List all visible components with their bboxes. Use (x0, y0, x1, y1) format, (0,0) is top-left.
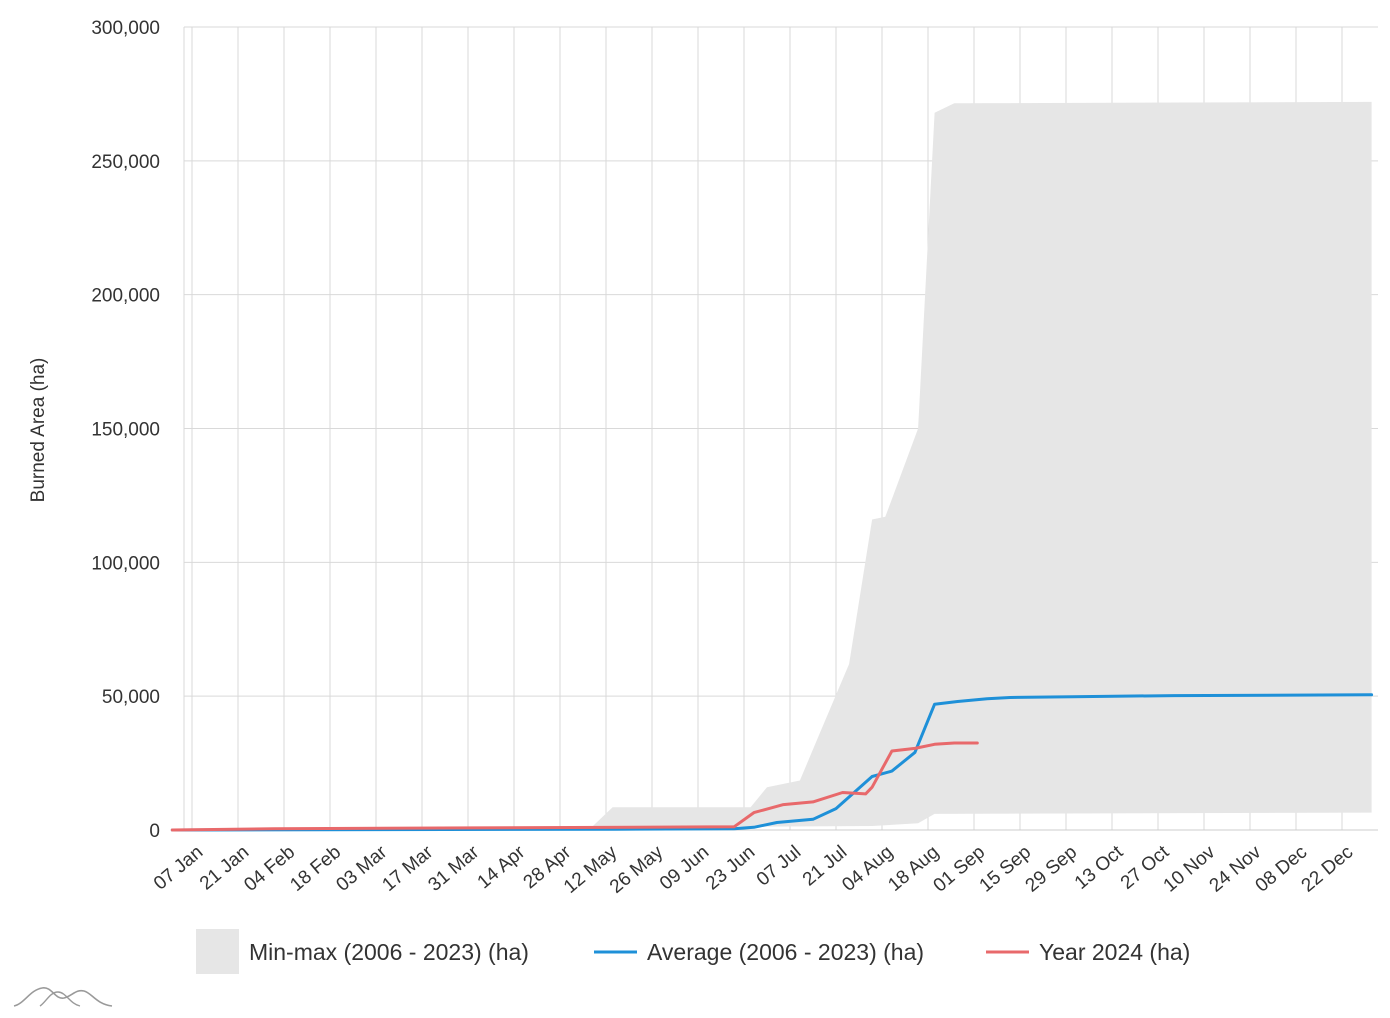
x-tick-label: 23 Jun (702, 842, 759, 895)
y-tick-label: 150,000 (91, 420, 160, 441)
x-tick-label: 04 Aug (838, 842, 897, 896)
y-tick-label: 0 (149, 821, 160, 842)
legend-item[interactable]: Average (2006 - 2023) (ha) (594, 939, 924, 965)
y-tick-label: 100,000 (91, 553, 160, 574)
x-tick-label: 14 Apr (474, 841, 530, 893)
year-2024-line (170, 741, 979, 832)
legend-item[interactable]: Year 2024 (ha) (986, 939, 1190, 965)
x-tick-label: 17 Mar (378, 841, 437, 896)
x-tick-label: 03 Mar (332, 841, 391, 896)
x-tick-label: 18 Feb (286, 842, 345, 896)
legend: Min-max (2006 - 2023) (ha) Average (2006 … (196, 929, 1190, 974)
x-tick-label: 04 Feb (240, 842, 299, 896)
legend-label: Min-max (2006 - 2023) (ha) (249, 939, 529, 965)
legend-item[interactable]: Min-max (2006 - 2023) (ha) (196, 929, 529, 974)
x-tick-label: 10 Nov (1160, 841, 1220, 896)
x-tick-label: 29 Sep (1022, 842, 1082, 897)
x-tick-label: 22 Dec (1298, 842, 1358, 897)
y-axis-title: Burned Area (ha) (28, 358, 49, 503)
min-max-band (172, 101, 1372, 830)
chart-logo-icon (13, 987, 113, 1007)
legend-swatch-band (196, 929, 239, 974)
min-max-band-layer (172, 101, 1372, 830)
x-tick-label: 21 Jan (196, 842, 253, 895)
x-tick-label: 15 Sep (976, 842, 1036, 897)
y-tick-label: 300,000 (91, 18, 160, 39)
average-line (170, 693, 1374, 832)
x-tick-label: 07 Jul (753, 842, 805, 891)
x-tick-label: 31 Mar (424, 841, 483, 896)
x-tick-label: 26 May (606, 841, 668, 897)
y-tick-label: 250,000 (91, 152, 160, 173)
x-tick-label: 07 Jan (150, 842, 207, 895)
x-tick-label: 18 Aug (884, 842, 943, 896)
series-lines-layer (170, 693, 1374, 832)
y-tick-label: 200,000 (91, 286, 160, 307)
x-tick-label: 09 Jun (656, 842, 713, 895)
x-tick-label: 01 Sep (930, 842, 990, 897)
y-axis: 0 50,000 100,000 150,000 200,000 250,000 300,0… (91, 18, 160, 842)
x-tick-label: 24 Nov (1206, 841, 1266, 896)
legend-label: Average (2006 - 2023) (ha) (647, 939, 924, 965)
legend-label: Year 2024 (ha) (1039, 939, 1190, 965)
x-tick-label: 08 Dec (1252, 842, 1312, 897)
x-tick-label: 13 Oct (1071, 841, 1128, 894)
y-tick-label: 50,000 (102, 687, 160, 708)
